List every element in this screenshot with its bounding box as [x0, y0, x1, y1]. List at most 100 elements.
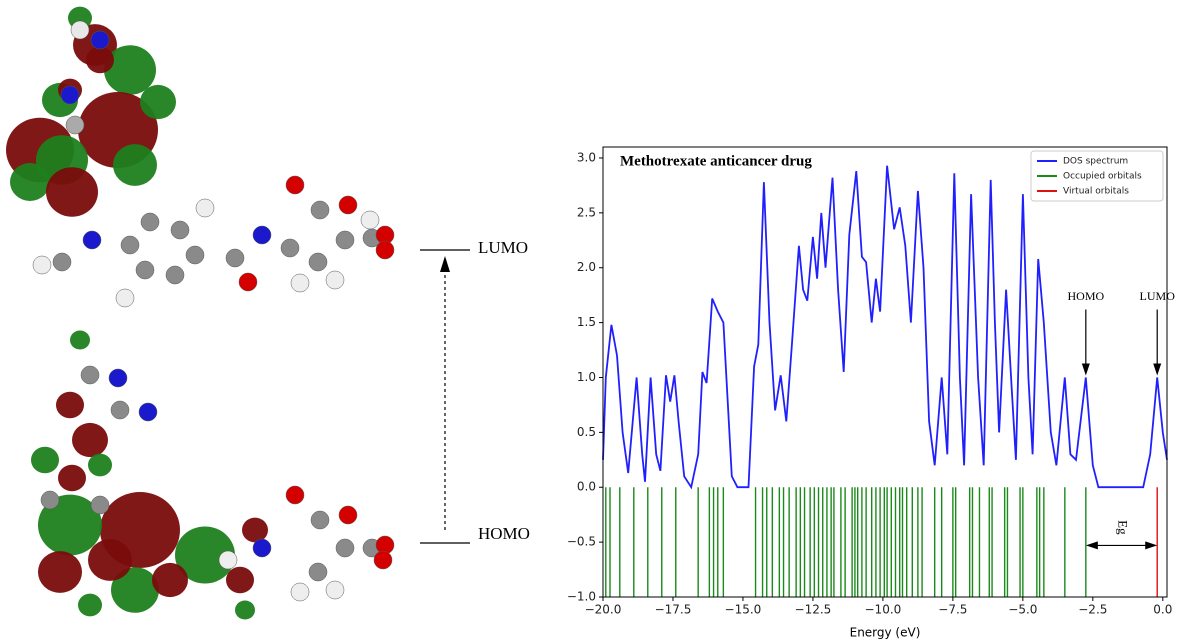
chart-title: Methotrexate anticancer drug	[620, 153, 812, 169]
atom	[326, 271, 344, 289]
atom	[291, 274, 309, 292]
y-tick-label: 3.0	[577, 150, 596, 164]
lumo-label: LUMO	[478, 238, 528, 257]
atom	[121, 236, 139, 254]
atom	[291, 583, 309, 601]
annotation-label: LUMO	[1140, 289, 1176, 303]
x-tick-label: −10.0	[865, 603, 902, 617]
atom	[186, 246, 204, 264]
x-tick-label: −12.5	[795, 603, 832, 617]
dos-curve	[603, 166, 1167, 488]
orbital-lobe	[10, 163, 50, 201]
orbital-lobe	[152, 563, 188, 597]
legend-label: Virtual orbitals	[1063, 187, 1129, 197]
atom	[33, 256, 51, 274]
orbital-lobe	[70, 331, 90, 350]
y-tick-label: 1.5	[577, 315, 596, 329]
orbital-lobe	[78, 594, 102, 617]
atom	[239, 273, 257, 291]
atom	[109, 369, 127, 387]
atom	[61, 86, 79, 104]
x-tick-label: −5.0	[1008, 603, 1037, 617]
orbital-lobe	[226, 567, 254, 594]
atom	[66, 116, 84, 134]
annotation-arrow-head	[1153, 363, 1161, 375]
atom	[339, 506, 357, 524]
atom	[361, 211, 379, 229]
gap-arrow-head	[1086, 541, 1098, 549]
x-tick-label: −7.5	[938, 603, 967, 617]
orbital-lobe	[38, 551, 82, 593]
annotation-label: HOMO	[1067, 289, 1104, 303]
atom	[41, 491, 59, 509]
x-tick-label: −2.5	[1078, 603, 1107, 617]
atom	[376, 241, 394, 259]
orbital-lobe	[104, 45, 156, 94]
atom	[219, 551, 237, 569]
y-tick-label: −0.5	[567, 535, 596, 549]
orbital-lobe	[88, 454, 112, 477]
annotation-arrow-head	[1082, 363, 1090, 375]
dos-chart: Methotrexate anticancer drug Energy (eV)…	[567, 147, 1175, 640]
molecule-images	[6, 7, 394, 620]
atom	[71, 21, 89, 39]
x-tick-label: −15.0	[725, 603, 762, 617]
atom	[253, 226, 271, 244]
atom	[374, 551, 392, 569]
legend-label: Occupied orbitals	[1063, 172, 1142, 182]
atom	[253, 539, 271, 557]
gap-arrow-head	[1145, 541, 1157, 549]
atom	[286, 176, 304, 194]
atom	[339, 196, 357, 214]
orbital-lobe	[88, 539, 132, 581]
x-tick-label: −20.0	[585, 603, 622, 617]
orbital-lobe	[113, 144, 157, 186]
y-tick-label: 2.5	[577, 205, 596, 219]
orbital-lobe	[58, 465, 86, 492]
atom	[136, 261, 154, 279]
atom	[91, 496, 109, 514]
orbital-lobe	[86, 47, 114, 74]
atom	[286, 486, 304, 504]
atom	[336, 231, 354, 249]
atom	[309, 253, 327, 271]
orbital-lobe	[31, 447, 59, 474]
atom	[226, 249, 244, 267]
atom	[309, 563, 327, 581]
atom	[171, 221, 189, 239]
y-tick-label: 0.0	[577, 480, 596, 494]
atom	[196, 199, 214, 217]
arrow-head	[440, 256, 450, 272]
homo-label: HOMO	[478, 524, 530, 543]
atom	[311, 511, 329, 529]
atom	[139, 403, 157, 421]
atom	[111, 401, 129, 419]
atom	[91, 31, 109, 49]
atom	[141, 213, 159, 231]
atom	[311, 201, 329, 219]
atom	[116, 289, 134, 307]
atom	[281, 239, 299, 257]
atom	[326, 581, 344, 599]
gap-label: Eg	[1116, 520, 1131, 535]
y-tick-label: 2.0	[577, 260, 596, 274]
y-tick-label: 0.5	[577, 425, 596, 439]
orbital-lobe	[235, 601, 255, 620]
y-tick-label: −1.0	[567, 590, 596, 604]
orbital-lobe	[140, 85, 176, 119]
atom	[83, 231, 101, 249]
orbital-lobe	[46, 167, 98, 216]
x-axis-label: Energy (eV)	[850, 626, 921, 640]
x-tick-label: −17.5	[655, 603, 692, 617]
atom	[166, 266, 184, 284]
figure: LUMO HOMO Methotrexate anticancer drug E…	[0, 0, 1179, 644]
atom	[53, 253, 71, 271]
orbital-lobe	[242, 518, 268, 543]
orbital-lobe	[72, 423, 108, 457]
x-tick-label: 0.0	[1153, 603, 1172, 617]
y-tick-label: 1.0	[577, 370, 596, 384]
atom	[336, 539, 354, 557]
orbital-lobe	[56, 392, 84, 419]
atom	[81, 366, 99, 384]
legend-label: DOS spectrum	[1063, 157, 1128, 167]
